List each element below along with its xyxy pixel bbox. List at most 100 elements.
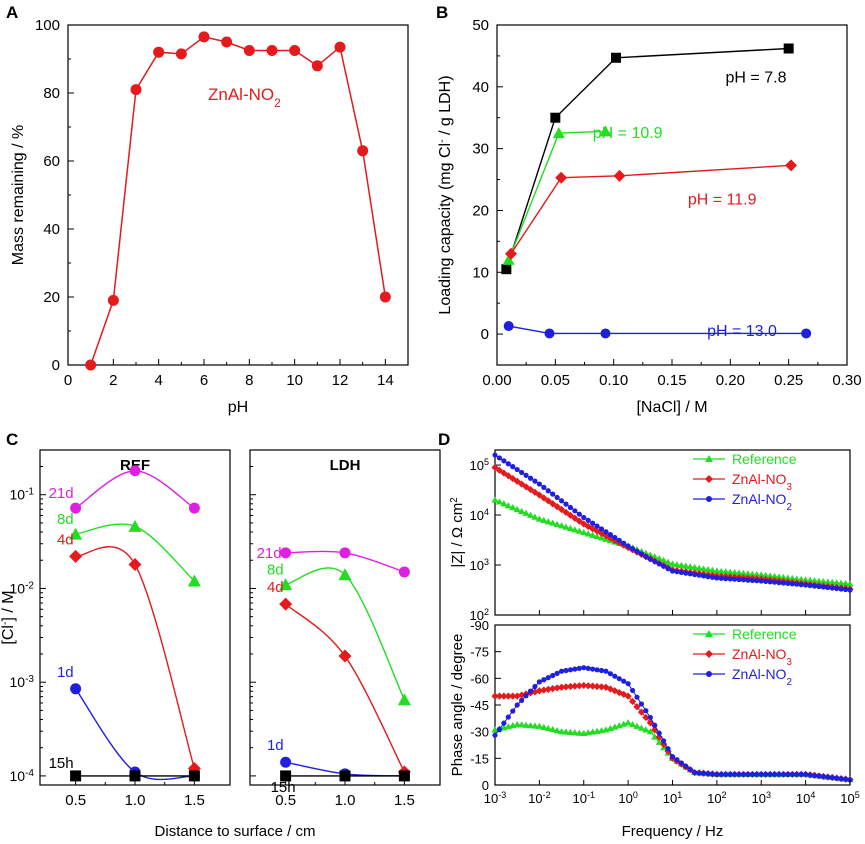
data-point xyxy=(740,771,747,777)
tick-base: 10 xyxy=(470,458,484,473)
data-point xyxy=(819,578,827,585)
data-point xyxy=(243,45,255,56)
series-label: 8d xyxy=(267,562,284,579)
data-point xyxy=(593,682,601,691)
data-point xyxy=(607,671,613,677)
data-point xyxy=(553,503,561,511)
series-label: 4d xyxy=(267,579,284,596)
data-point xyxy=(571,526,579,533)
data-point xyxy=(566,728,575,735)
data-point xyxy=(763,578,769,585)
data-point xyxy=(279,597,293,611)
data-point xyxy=(598,667,605,674)
data-point xyxy=(562,508,570,517)
data-point xyxy=(825,774,831,780)
label-part: ZnAl-NO xyxy=(732,666,787,682)
series-curve xyxy=(285,603,405,773)
x-axis-label: Frequency / Hz xyxy=(622,823,724,840)
data-point xyxy=(558,668,565,674)
data-point xyxy=(518,480,526,488)
data-point xyxy=(510,708,516,714)
data-point xyxy=(575,517,583,525)
data-point xyxy=(598,526,605,532)
data-point xyxy=(763,771,769,777)
data-point xyxy=(501,264,512,275)
chart-b: 0.00 0.05 0.10 0.15 0.20 0.25 0.30 0 10 20 30 40 50 [… xyxy=(437,17,862,416)
tick-exponent: 5 xyxy=(484,457,489,467)
data-point xyxy=(554,494,560,501)
data-point xyxy=(555,171,568,184)
data-point xyxy=(581,514,587,521)
data-point xyxy=(522,509,530,516)
data-point xyxy=(544,724,552,732)
data-point xyxy=(553,684,561,692)
data-point xyxy=(692,571,698,578)
data-point xyxy=(557,683,566,691)
data-point xyxy=(695,564,703,571)
data-point xyxy=(783,43,794,54)
data-point xyxy=(593,527,601,535)
data-point xyxy=(585,517,591,523)
tick-base: 10 xyxy=(573,791,587,806)
data-point xyxy=(674,757,680,763)
y-tick-label: -15 xyxy=(470,751,489,766)
data-point xyxy=(70,502,82,514)
data-point xyxy=(572,666,578,672)
series-curve xyxy=(75,470,195,509)
data-point xyxy=(655,733,663,741)
data-point xyxy=(828,578,836,586)
data-point xyxy=(739,569,748,577)
label-superscript: - xyxy=(0,622,11,625)
data-point xyxy=(709,771,716,777)
plot-frame-a xyxy=(67,24,409,366)
data-point xyxy=(510,464,516,470)
label-part: |Z| / Ω cm xyxy=(449,503,466,568)
legend-label: Reference xyxy=(732,626,797,642)
data-point xyxy=(603,529,609,535)
label-part: ZnAl-NO xyxy=(208,85,274,104)
data-point xyxy=(70,683,82,695)
data-point xyxy=(501,458,507,464)
tick-base: 10 xyxy=(10,768,26,784)
data-point xyxy=(580,681,588,690)
legend-marker xyxy=(705,630,713,637)
y-tick-label: -45 xyxy=(470,698,489,713)
data-point xyxy=(504,692,512,700)
data-point xyxy=(550,672,556,679)
series-line xyxy=(495,684,851,781)
data-point xyxy=(735,569,743,576)
legend-label: ZnAl-NO2 xyxy=(732,666,792,688)
data-point xyxy=(575,682,583,690)
data-point xyxy=(754,771,760,777)
data-point xyxy=(794,581,800,587)
data-point xyxy=(535,722,543,729)
plot-frame-c-2 xyxy=(249,449,441,786)
y-tick-label: 103 xyxy=(470,557,489,573)
data-point xyxy=(544,328,555,339)
x-tick-label: 10-3 xyxy=(484,790,506,806)
data-point xyxy=(785,580,791,587)
label-part: ZnAl-NO xyxy=(732,646,787,662)
data-point xyxy=(491,692,499,700)
data-point xyxy=(580,528,588,536)
data-point xyxy=(628,697,637,706)
data-point xyxy=(625,681,631,687)
y-tick-label: 102 xyxy=(470,607,489,623)
data-point xyxy=(705,574,711,580)
data-point xyxy=(714,771,720,777)
tick-base: 10 xyxy=(484,791,498,806)
data-point xyxy=(785,159,797,172)
data-point xyxy=(770,572,779,580)
x-tick-label: 4 xyxy=(154,372,162,389)
legend-label: ZnAl-NO3 xyxy=(732,646,792,668)
data-point xyxy=(128,519,142,532)
data-point xyxy=(846,580,854,587)
data-point xyxy=(198,31,210,43)
data-point xyxy=(549,519,557,526)
data-point xyxy=(492,452,498,458)
data-point xyxy=(620,690,628,698)
tick-exponent: 5 xyxy=(855,790,860,800)
data-point xyxy=(549,725,557,733)
data-point xyxy=(780,771,787,777)
